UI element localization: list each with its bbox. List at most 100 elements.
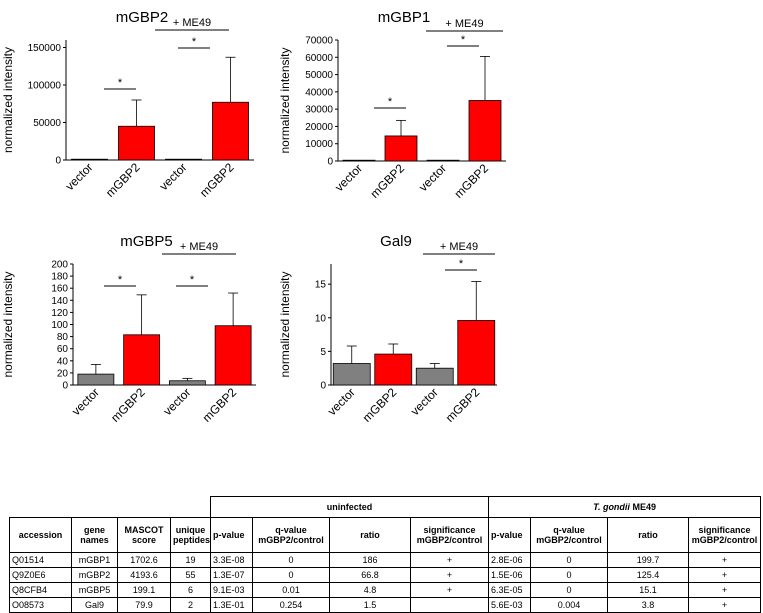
y-tick-label: 60000 [305,53,333,64]
y-tick-label: 20 [57,368,69,379]
group-header-organism: T. gondii [593,502,630,512]
table-row: O08573 Gal9 79.9 2 1.3E-01 0.254 1.5 5.6E-03 0.0… [9,597,762,613]
table-cell: 1.3E-01 [210,597,253,613]
table-cell: 1702.6 [117,552,171,568]
y-axis-label: normalized intensity [278,47,292,153]
table-cell: 0 [530,567,609,583]
y-axis-label: normalized intensity [1,271,15,377]
table-cell: 79.9 [117,597,171,613]
col-header: q-value mGBP2/control [530,517,609,553]
table-cell: 0 [252,567,330,583]
table-cell: 1.3E-07 [210,567,253,583]
y-tick-label: 150000 [28,43,62,54]
y-tick-label: 0 [327,157,333,168]
y-tick-label: 0 [55,156,61,167]
table-cell: mGBP2 [71,567,118,583]
table-cell: Q8CFB4 [9,582,72,598]
bar [342,159,376,162]
y-tick-label: 50000 [305,70,333,81]
table-cell: 6 [170,582,211,598]
table-cell: 2.8E-06 [488,552,532,568]
x-tick-label: vector [157,160,190,193]
col-header: q-value mGBP2/control [252,517,330,553]
x-tick-label: vector [408,385,441,418]
bar [118,125,155,161]
significance-star: * [118,77,123,89]
group-label: + ME49 [445,18,483,30]
chart-panel: mGBP1 normalized intensity 0 10000 20000 3000… [278,9,506,201]
x-tick-label: vector [160,385,193,418]
group-header-infected: T. gondii ME49 [488,496,762,518]
table-cell: O08573 [9,597,72,613]
table-corner [9,496,211,518]
y-tick-label: 30000 [305,105,333,116]
table-cell: 55 [170,567,211,583]
table-cell: 5.6E-03 [488,597,532,613]
y-axis-label: normalized intensity [1,47,15,153]
chart-panel: mGBP5 normalized intensity 0 20406080100120… [1,233,256,425]
col-header: ratio [329,517,411,553]
significance-star: * [192,36,197,48]
bar [384,135,418,162]
group-label: + ME49 [180,241,218,253]
table-row: Q8CFB4 mGBP5 199.1 6 9.1E-03 0.01 4.8 +6.3E-05 0… [9,582,762,598]
y-tick-label: 160 [51,284,68,295]
table-cell: 4.8 [329,582,411,598]
y-tick-label: 40 [57,356,69,367]
y-tick-label: 10 [315,313,327,324]
x-tick-label: mGBP2 [452,161,492,201]
col-header: p-value [488,517,532,553]
y-tick-label: 5 [320,347,326,358]
bar [214,325,252,386]
y-tick-label: 50000 [33,118,61,129]
x-tick-label: vector [325,385,358,418]
table-cell: 186 [329,552,411,568]
x-tick-label: mGBP2 [200,385,240,425]
x-tick-label: mGBP2 [368,161,408,201]
x-tick-label: mGBP2 [197,160,237,200]
chart-panel: mGBP2 normalized intensity 0 50000 100000 150… [1,9,254,200]
table-cell: + [688,567,762,583]
table-cell: + [688,552,762,568]
chart-title: Gal9 [380,233,412,250]
x-tick-label: vector [332,161,365,194]
x-tick-label: vector [63,160,96,193]
table-cell: 19 [170,552,211,568]
table-cell: 15.1 [607,582,690,598]
x-tick-label: vector [416,161,449,194]
y-tick-label: 20000 [305,122,333,133]
y-tick-label: 180 [51,272,68,283]
y-tick-label: 140 [51,296,68,307]
col-header: unique peptides [170,517,211,553]
significance-star: * [461,34,466,46]
group-label: + ME49 [173,17,211,29]
table-cell: 0 [530,552,609,568]
bar [168,380,206,386]
col-header: significance mGBP2/control [688,517,762,553]
col-header: accession [9,517,72,553]
col-header: ratio [607,517,690,553]
bar [165,158,202,161]
y-tick-label: 70000 [305,36,333,47]
y-tick-label: 0 [320,381,326,392]
x-tick-label: mGBP2 [443,385,483,425]
significance-star: * [190,274,195,286]
table-cell: 9.1E-03 [210,582,253,598]
significance-star: * [118,274,123,286]
bar [415,367,454,386]
table-cell: 0 [530,582,609,598]
y-tick-label: 100000 [28,81,62,92]
bar [332,363,371,386]
y-tick-label: 40000 [305,87,333,98]
table-row: Q01514 mGBP1 1702.6 19 3.3E-08 0 186 +2.8E-06 0 1… [9,552,762,568]
col-header: gene names [71,517,118,553]
bar [426,159,460,162]
col-header: MASCOT score [117,517,171,553]
group-header-uninfected: uninfected [209,496,490,518]
x-tick-label: mGBP2 [360,385,400,425]
table-cell: 3.8 [607,597,690,613]
table-cell: + [409,582,490,598]
x-tick-label: vector [69,385,102,418]
table-cell: + [688,597,762,613]
